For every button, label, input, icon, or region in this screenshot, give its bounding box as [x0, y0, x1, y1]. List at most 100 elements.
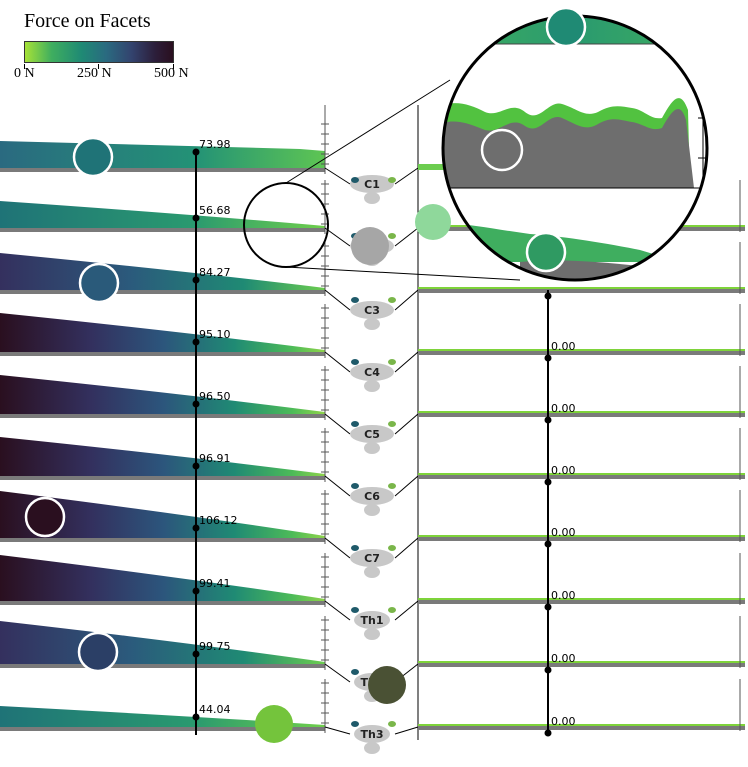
highlight-marker [24, 496, 66, 538]
facet-joint-right [388, 421, 396, 427]
vertebra-process [364, 192, 380, 204]
highlight-marker [351, 227, 389, 265]
facet-joint-right [388, 177, 396, 183]
indicator-point [192, 338, 200, 346]
facet-joint-right [388, 359, 396, 365]
right-indicator-point [544, 666, 552, 674]
connector-right [394, 413, 419, 435]
right-baseline-band [418, 475, 745, 479]
segment-label: C4 [364, 366, 380, 379]
connector-left [324, 663, 351, 683]
facet-joint-left [351, 545, 359, 551]
right-indicator-point [544, 416, 552, 424]
force-area [0, 706, 325, 729]
connector-left [324, 475, 351, 497]
vertebra-process [364, 442, 380, 454]
connector-right [394, 600, 419, 621]
segment-label: C3 [364, 304, 380, 317]
right-readout-label: 0.00 [551, 652, 576, 665]
left-axis [321, 105, 329, 733]
right-readout-label: 0.00 [551, 589, 576, 602]
force-area [0, 313, 325, 354]
connector-right [394, 351, 419, 373]
vertebra-body [350, 425, 394, 443]
baseline-band [0, 664, 325, 668]
facet-joint-left [351, 177, 359, 183]
right-readout-label: 0.00 [551, 715, 576, 728]
vertebra-process [364, 628, 380, 640]
right-readout-label: 0.00 [551, 340, 576, 353]
vertebra-process [364, 742, 380, 754]
highlight-marker [480, 128, 524, 172]
right-baseline-band [418, 537, 745, 541]
highlight-marker [368, 666, 406, 704]
legend-tick-min [24, 64, 25, 69]
zoom-connector-top [285, 79, 451, 184]
right-force-trace [418, 411, 745, 413]
left-readout-label: 95.10 [199, 328, 231, 341]
connector-left [324, 351, 351, 373]
highlight-marker [255, 705, 293, 743]
right-baseline-band [418, 289, 745, 293]
facet-joint-left [351, 297, 359, 303]
highlight-marker [545, 6, 587, 48]
indicator-point [192, 587, 200, 595]
right-force-trace [418, 349, 745, 351]
right-indicator-point [544, 603, 552, 611]
force-area [0, 621, 325, 666]
legend-label-min: 0 N [14, 66, 35, 81]
segment-label: Th3 [361, 728, 384, 741]
right-force-trace [418, 535, 745, 537]
baseline-band [0, 601, 325, 605]
connector-left [324, 289, 351, 311]
left-readout-label: 84.27 [199, 266, 231, 279]
baseline-band [0, 168, 325, 172]
left-panel [0, 141, 325, 731]
force-area [0, 491, 325, 540]
facet-joint-left [351, 483, 359, 489]
connector-left [324, 726, 351, 735]
facet-joint-right [388, 607, 396, 613]
vertebra-body [350, 301, 394, 319]
vertebra-process [364, 318, 380, 330]
connector-left [324, 600, 351, 621]
indicator-point [192, 462, 200, 470]
vertebra-body [350, 549, 394, 567]
force-area [0, 141, 325, 170]
segment-label: C6 [364, 490, 380, 503]
right-force-trace [418, 724, 745, 726]
force-area [0, 555, 325, 603]
baseline-band [0, 538, 325, 542]
connector-left [324, 227, 351, 247]
legend-tick-max [173, 64, 174, 69]
highlight-marker [72, 136, 114, 178]
zoom-connector-bottom [285, 266, 521, 281]
magnified-gray-area [443, 108, 694, 188]
segment-label: C5 [364, 428, 380, 441]
facet-joint-left [351, 669, 359, 675]
right-indicator-point [544, 540, 552, 548]
right-force-trace [418, 287, 745, 289]
left-readout-label: 44.04 [199, 703, 231, 716]
legend-colorbar [24, 41, 174, 63]
indicator-point [192, 524, 200, 532]
indicator-point [192, 400, 200, 408]
highlight-markers [24, 6, 587, 743]
highlight-marker [78, 262, 120, 304]
segment-label: C1 [364, 178, 380, 191]
facet-joint-right [388, 721, 396, 727]
highlight-marker [415, 204, 451, 240]
legend-label-max: 500 N [154, 66, 189, 81]
connector-right [394, 726, 419, 735]
vertebra-body [350, 487, 394, 505]
legend-label-mid: 250 N [77, 66, 112, 81]
right-force-trace [418, 473, 745, 475]
baseline-band [0, 476, 325, 480]
connector-right [394, 289, 419, 311]
legend-title: Force on Facets [24, 10, 151, 32]
connector-left [324, 537, 351, 559]
connector-left [324, 167, 351, 185]
segment-label: C7 [364, 552, 380, 565]
